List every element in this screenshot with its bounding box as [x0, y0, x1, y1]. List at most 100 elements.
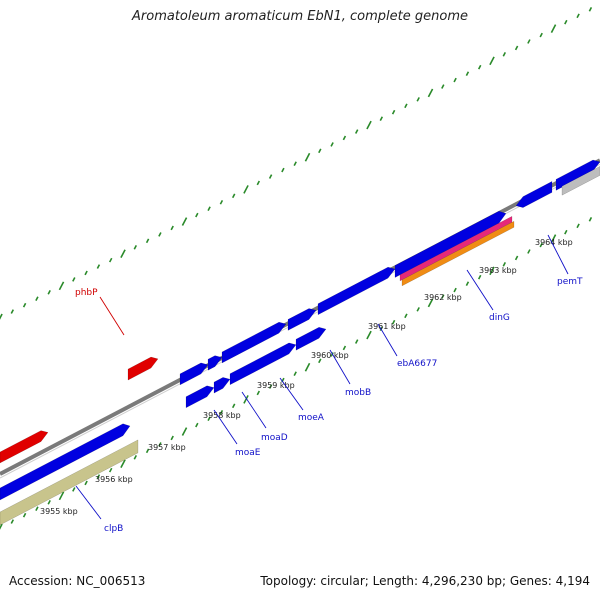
outer-tick-mark	[539, 32, 543, 38]
outer-tick-mark	[108, 257, 113, 263]
inner-tick-mark	[243, 395, 249, 404]
gene-label-leader	[466, 269, 494, 311]
inner-tick-mark	[96, 474, 101, 479]
gene-blue-d	[287, 308, 317, 331]
outer-tick-mark	[96, 264, 101, 269]
inner-tick-mark	[514, 255, 519, 261]
inner-tick-mark	[256, 390, 261, 396]
inner-tick-mark	[145, 448, 150, 454]
inner-tick-mark	[318, 358, 322, 364]
inner-tick-mark	[379, 326, 384, 331]
gene-label-leader	[241, 391, 267, 429]
outer-tick-mark	[404, 103, 408, 109]
inner-tick-mark	[120, 459, 126, 469]
inner-tick-mark	[84, 480, 88, 486]
outer-tick-mark	[58, 281, 65, 291]
inner-tick-mark	[366, 330, 372, 340]
outer-tick-mark	[564, 19, 568, 25]
scale-label: 3962 kbp	[424, 293, 462, 302]
inner-tick-mark	[354, 339, 359, 344]
outer-tick-mark	[441, 84, 445, 89]
inner-tick-mark	[181, 427, 188, 436]
inner-tick-mark	[207, 416, 211, 421]
inner-tick-mark	[219, 409, 224, 415]
outer-tick-mark	[379, 116, 384, 121]
inner-tick-mark	[453, 287, 457, 293]
outer-tick-mark	[84, 270, 88, 276]
outer-tick-mark	[550, 24, 557, 33]
scale-label: 3961 kbp	[368, 322, 406, 331]
outer-tick-mark	[170, 225, 174, 231]
inner-tick-mark	[588, 217, 593, 222]
gene-label-moaD: moaD	[261, 433, 288, 443]
outer-tick-mark	[330, 142, 334, 147]
inner-tick-mark	[293, 371, 297, 376]
inner-tick-mark	[427, 298, 434, 308]
inner-tick-mark	[58, 491, 65, 501]
gene-label-leader	[75, 485, 102, 520]
outer-tick-mark	[120, 249, 126, 259]
gene-label-dinG: dinG	[489, 313, 510, 323]
inner-tick-mark	[47, 499, 51, 505]
inner-tick-mark	[108, 467, 113, 473]
inner-tick-mark	[502, 262, 507, 267]
gene-mobB	[295, 326, 327, 351]
gene-label-leader	[547, 234, 569, 275]
gene-label-leader	[213, 409, 238, 445]
inner-tick-mark	[416, 307, 420, 312]
gene-phbP	[127, 356, 159, 381]
inner-tick-mark	[35, 506, 39, 512]
outer-tick-mark	[391, 109, 396, 115]
scale-label: 3956 kbp	[95, 475, 133, 484]
outer-tick-mark	[72, 277, 76, 282]
outer-tick-mark	[427, 88, 434, 98]
outer-tick-mark	[342, 135, 347, 141]
scale-label: 3957 kbp	[148, 443, 186, 452]
outer-tick-mark	[318, 148, 322, 154]
gene-moaE	[185, 385, 215, 409]
outer-tick-mark	[304, 152, 311, 162]
gene-label-leader	[377, 323, 398, 357]
gene-label-moaE: moaE	[235, 448, 261, 458]
inner-tick-mark	[564, 229, 568, 235]
gene-label-ebA6677: ebA6677	[397, 359, 437, 369]
inner-tick-mark	[576, 223, 580, 229]
gene-moeA	[229, 342, 297, 386]
outer-tick-mark	[477, 64, 482, 70]
scale-label: 3964 kbp	[535, 238, 573, 247]
gene-blue-f	[394, 210, 507, 278]
outer-tick-mark	[231, 193, 236, 199]
inner-tick-mark	[304, 362, 311, 372]
outer-tick-mark	[145, 238, 150, 244]
outer-tick-mark	[268, 174, 273, 179]
gene-blue-g	[515, 181, 553, 208]
outer-tick-mark	[207, 206, 211, 211]
scale-label: 3959 kbp	[257, 381, 295, 390]
gene-blue-e	[317, 266, 396, 316]
scale-label: 3955 kbp	[40, 507, 78, 516]
outer-tick-mark	[416, 97, 420, 102]
inner-tick-mark	[268, 384, 273, 389]
outer-tick-mark	[158, 232, 162, 237]
feature-orange	[401, 220, 515, 287]
inner-tick-mark	[22, 512, 27, 518]
inner-tick-mark	[550, 234, 557, 243]
inner-tick-mark	[342, 345, 347, 351]
outer-tick-mark	[514, 45, 519, 51]
outer-tick-mark	[489, 56, 495, 66]
inner-tick-mark	[170, 435, 174, 441]
inner-tick-mark	[231, 403, 236, 409]
inner-tick-mark	[527, 249, 531, 254]
inner-tick-mark	[441, 294, 445, 299]
gene-moaD	[213, 377, 231, 394]
outer-tick-mark	[243, 185, 249, 194]
outer-tick-mark	[22, 302, 27, 308]
outer-tick-mark	[35, 296, 39, 302]
outer-tick-mark	[181, 217, 188, 226]
gene-blue-c	[221, 321, 287, 364]
inner-tick-mark	[465, 281, 470, 286]
outer-tick-mark	[0, 313, 3, 320]
inner-tick-mark	[72, 487, 76, 492]
inner-tick-mark	[539, 242, 543, 248]
